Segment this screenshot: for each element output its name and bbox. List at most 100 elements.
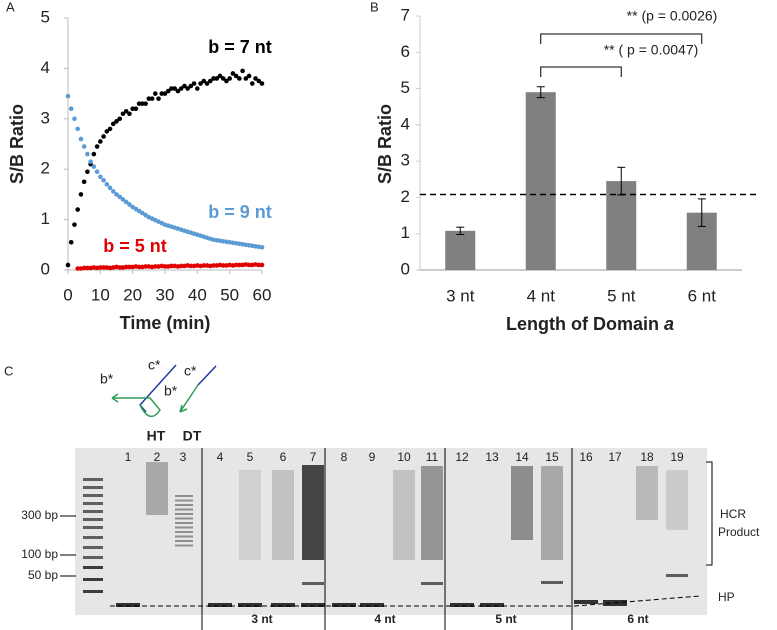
right-label: HCR — [720, 507, 746, 521]
x-tick-label: 6 nt — [688, 286, 717, 305]
data-point — [162, 264, 168, 269]
data-point — [75, 266, 80, 271]
right-label: Product — [718, 525, 760, 539]
data-point — [117, 265, 123, 270]
y-tick-label: 2 — [401, 187, 410, 206]
lane-number: 18 — [640, 450, 654, 464]
data-point — [237, 76, 242, 81]
data-point — [123, 108, 129, 114]
data-point — [65, 262, 71, 268]
data-point — [149, 96, 155, 101]
ladder-band — [83, 590, 103, 593]
duplex-strand — [197, 365, 217, 386]
data-point — [191, 81, 197, 86]
x-tick-label: 30 — [156, 285, 175, 304]
hp-band — [301, 603, 325, 607]
lane-number: 9 — [369, 450, 376, 464]
data-point — [143, 101, 148, 106]
lane-number: 4 — [217, 450, 224, 464]
lane-number: 1 — [125, 450, 132, 464]
data-point — [233, 262, 239, 268]
group-label: 3 nt — [251, 612, 272, 626]
data-point — [256, 262, 262, 268]
band — [175, 517, 193, 520]
band — [421, 582, 443, 585]
data-point — [153, 91, 158, 96]
x-axis-label: Length of Domain a — [506, 314, 674, 334]
data-point — [227, 76, 232, 81]
data-point — [72, 222, 77, 227]
data-point — [240, 68, 245, 74]
band — [175, 513, 193, 515]
data-point — [133, 106, 139, 112]
data-point — [117, 194, 123, 200]
hp-band — [480, 603, 504, 607]
data-point — [188, 263, 194, 269]
data-point — [98, 139, 103, 144]
ladder-band — [83, 526, 103, 529]
x-axis-label: Time (min) — [120, 313, 211, 333]
y-tick-label: 3 — [41, 108, 50, 127]
data-point — [72, 116, 77, 122]
series-label: b = 7 nt — [208, 37, 272, 57]
marker-label: 100 bp — [21, 547, 58, 561]
data-point — [120, 111, 126, 117]
lane-number: 14 — [515, 450, 529, 464]
x-tick-label: 0 — [63, 285, 72, 304]
lane-group-top: DT — [183, 428, 202, 444]
data-point — [153, 264, 158, 269]
data-point — [250, 81, 255, 86]
band — [666, 574, 688, 577]
band — [175, 508, 193, 511]
data-point — [85, 151, 90, 157]
data-point — [68, 239, 74, 245]
data-point — [75, 207, 80, 212]
data-point — [94, 144, 100, 149]
y-tick-label: 2 — [41, 159, 50, 178]
y-tick-label: 0 — [401, 259, 410, 278]
data-point — [110, 189, 116, 194]
data-point — [140, 101, 145, 106]
hp-band — [360, 603, 384, 607]
ladder-band — [83, 510, 103, 513]
panel-label: B — [370, 0, 379, 14]
y-tick-label: 7 — [401, 5, 410, 24]
data-point — [195, 86, 200, 91]
data-point — [178, 86, 184, 91]
data-point — [91, 164, 97, 169]
smear — [636, 466, 658, 520]
smear — [511, 466, 533, 540]
data-point — [68, 106, 74, 112]
smear — [272, 470, 294, 560]
lane-number: 17 — [608, 450, 622, 464]
x-tick-label: 3 nt — [446, 286, 475, 305]
arrow — [111, 393, 119, 403]
lane-number: 19 — [670, 450, 684, 464]
data-point — [127, 111, 132, 117]
data-point — [211, 76, 216, 81]
band — [175, 522, 193, 524]
hp-band — [116, 603, 140, 607]
ladder-band — [83, 546, 103, 549]
hp-band — [574, 600, 598, 604]
data-point — [246, 262, 252, 268]
band — [175, 499, 193, 502]
data-point — [81, 144, 87, 149]
hp-band — [271, 603, 295, 607]
data-point — [107, 126, 113, 132]
x-tick-label: 10 — [91, 285, 110, 304]
right-label: HP — [718, 590, 735, 604]
data-point — [130, 106, 135, 112]
bar — [606, 181, 637, 270]
data-point — [253, 76, 258, 81]
data-point — [101, 177, 106, 183]
ladder-band — [83, 478, 103, 481]
significance-bracket — [540, 33, 703, 44]
diagram-label: b* — [100, 371, 114, 387]
lane-number: 2 — [154, 450, 161, 464]
bar — [525, 92, 556, 270]
data-point — [243, 76, 249, 81]
data-point — [110, 121, 116, 127]
y-tick-label: 5 — [401, 78, 410, 97]
ladder-band — [83, 536, 103, 539]
